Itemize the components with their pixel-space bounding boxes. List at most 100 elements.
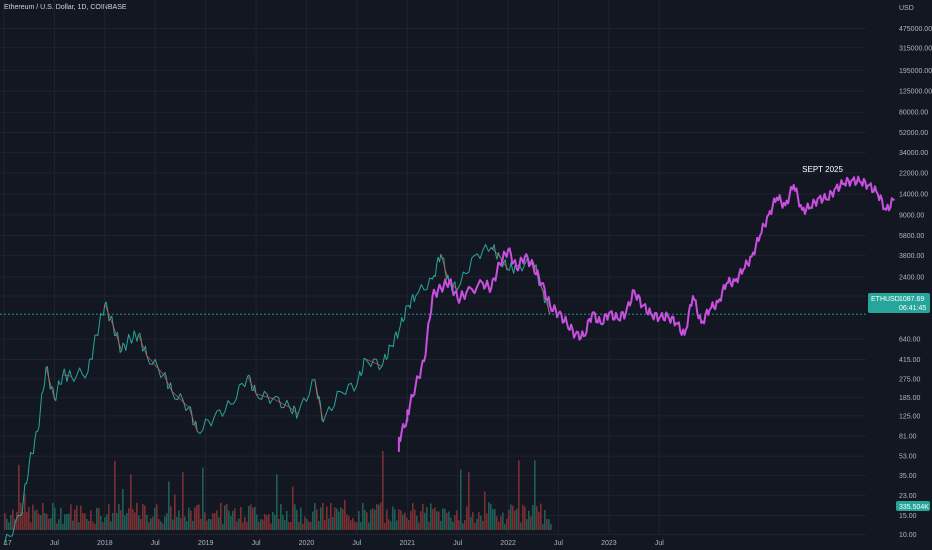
volume-bar [506, 518, 508, 530]
volume-bar [230, 515, 232, 530]
volume-bar [168, 481, 170, 530]
volume-bar [54, 507, 56, 530]
volume-bar [104, 517, 106, 530]
volume-bar [84, 513, 86, 530]
volume-bar [210, 519, 212, 530]
volume-bar [148, 522, 150, 530]
volume-bar [414, 509, 416, 530]
volume-bar [276, 474, 278, 530]
volume-bar [24, 493, 26, 530]
volume-bar [388, 519, 390, 530]
annotation-label: SEPT 2025 [802, 165, 843, 174]
y-axis[interactable]: USD 475000.00 315000.00 195000.00 125000.00… [899, 5, 932, 539]
volume-bar [36, 509, 38, 530]
volume-bar [354, 521, 356, 530]
x-tick-label: Jul [50, 540, 59, 547]
volume-bar [396, 520, 398, 530]
volume-bar [96, 507, 98, 530]
volume-bar [246, 521, 248, 530]
price-down-segment [490, 247, 500, 257]
volume-bar [4, 513, 6, 530]
volume-bar [518, 460, 520, 530]
volume-bar [256, 514, 258, 530]
volume-bar [378, 504, 380, 530]
y-tick-label: 9000.00 [899, 212, 924, 219]
volume-bar [62, 523, 64, 530]
volume-bar [206, 520, 208, 530]
volume-bar [80, 505, 82, 530]
price-badge-price: 1087.69 [899, 296, 924, 303]
volume-bar [334, 507, 336, 530]
volume-bar [120, 510, 122, 530]
volume-bar [142, 504, 144, 530]
volume-bar [422, 503, 424, 530]
volume-bar [292, 486, 294, 530]
x-tick-label: 2022 [500, 540, 516, 547]
volume-bar [100, 516, 102, 530]
volume-bar [110, 521, 112, 530]
volume-bar [56, 523, 58, 530]
volume-bar [152, 516, 154, 530]
volume-bar [550, 523, 552, 530]
y-tick-label: 275.00 [899, 376, 921, 383]
x-tick-label: Jul [151, 540, 160, 547]
volume-bar [8, 522, 10, 530]
volume-bar [192, 520, 194, 530]
volume-bar [390, 521, 392, 530]
volume-bar [122, 489, 124, 530]
volume-bar [458, 520, 460, 530]
volume-bar [328, 518, 330, 530]
volume-bar [66, 513, 68, 530]
volume-badge-bg [896, 501, 930, 511]
price-down-segment [541, 287, 551, 315]
price-badge[interactable]: ETHUSD 1087.69 06:41:45 [868, 293, 930, 313]
volume-bar [540, 503, 542, 530]
volume-bar [52, 502, 54, 530]
volume-bar [40, 514, 42, 530]
price-down-segment [62, 374, 72, 377]
volume-bar [324, 520, 326, 530]
volume-bar [86, 518, 88, 530]
volume-bar [394, 509, 396, 530]
price-down-segment [104, 303, 114, 326]
volume-bar [102, 522, 104, 530]
volume-bar [516, 508, 518, 530]
x-axis[interactable]: 17 Jul 2018 Jul 2019 Jul 2020 Jul 2021 Jul 2022 Jul… [4, 540, 664, 547]
volume-bar [400, 510, 402, 530]
volume-bar [466, 506, 468, 530]
volume-bar [88, 520, 90, 530]
volume-bar [288, 521, 290, 530]
volume-bar [286, 511, 288, 530]
volume-bar [380, 502, 382, 530]
volume-bar [346, 514, 348, 530]
volume-bar [312, 511, 314, 530]
price-down-segment [272, 398, 290, 408]
volume-bar [336, 508, 338, 530]
volume-bar [176, 516, 178, 530]
volume-bar [494, 509, 496, 530]
volume-bar [16, 511, 18, 530]
volume-bar [342, 508, 344, 530]
volume-bar [454, 515, 456, 530]
volume-bar [426, 507, 428, 530]
volume-bar [164, 516, 166, 530]
volume-bar [202, 467, 204, 530]
volume-bar [220, 502, 222, 530]
volume-bar [532, 504, 534, 530]
volume-bar [508, 509, 510, 530]
volume-bar [438, 511, 440, 530]
symbol-title: Ethereum / U.S. Dollar, 1D, COINBASE [4, 4, 127, 11]
volume-bar [116, 513, 118, 530]
volume-bar [64, 514, 66, 530]
volume-bar [366, 512, 368, 530]
volume-bar [28, 506, 30, 530]
price-down-segment [163, 374, 173, 392]
y-tick-label: 415.00 [899, 357, 921, 364]
volume-bars [4, 450, 552, 530]
volume-bar [216, 510, 218, 530]
price-down-segment [440, 254, 450, 284]
price-down-segment [45, 367, 55, 399]
price-badge-countdown: 06:41:45 [899, 305, 926, 312]
series-layer [3, 175, 895, 546]
